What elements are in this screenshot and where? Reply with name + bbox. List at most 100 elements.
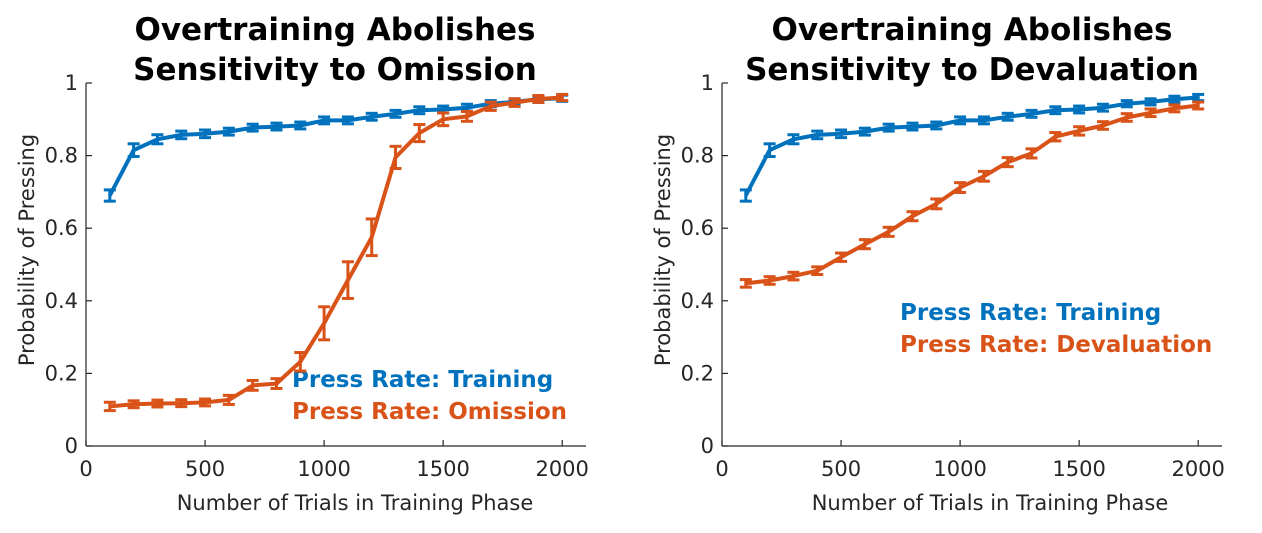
error-bar xyxy=(270,377,283,390)
error-bar xyxy=(365,217,378,258)
error-bar xyxy=(318,305,331,342)
error-bar xyxy=(1168,94,1181,104)
error-bar xyxy=(413,123,426,144)
error-bar xyxy=(835,128,848,140)
error-bar xyxy=(1001,156,1014,169)
y-tick-label: 0 xyxy=(701,434,714,458)
error-bar xyxy=(199,397,212,408)
error-bar xyxy=(954,181,967,194)
error-bar xyxy=(835,251,848,263)
error-bar xyxy=(222,393,235,406)
error-bar xyxy=(103,400,116,413)
error-bar xyxy=(127,399,140,410)
error-bar xyxy=(739,188,752,203)
y-tick-label: 0.4 xyxy=(681,289,714,313)
x-tick-label: 1500 xyxy=(1052,457,1105,481)
error-bar xyxy=(954,115,967,126)
y-tick-label: 0.4 xyxy=(45,289,78,313)
x-tick-label: 1000 xyxy=(297,457,350,481)
series-test xyxy=(103,92,569,413)
legend-entry: Press Rate: Omission xyxy=(292,399,567,425)
error-bar xyxy=(906,210,919,223)
y-tick-label: 1 xyxy=(701,71,714,95)
error-bar xyxy=(294,120,307,131)
legend-entry: Press Rate: Training xyxy=(900,300,1161,326)
error-bar xyxy=(1001,111,1014,122)
error-bar xyxy=(508,97,521,108)
error-bar xyxy=(246,378,259,392)
error-bar xyxy=(1049,105,1062,116)
error-bar xyxy=(294,351,307,373)
error-bar xyxy=(763,275,776,286)
error-bar xyxy=(222,126,235,137)
y-axis-label: Probability of Pressing xyxy=(651,134,675,366)
x-tick-label: 500 xyxy=(821,457,861,481)
x-tick-label: 0 xyxy=(715,457,728,481)
y-tick-label: 0 xyxy=(65,434,78,458)
chart-title-line1: Overtraining Abolishes xyxy=(771,12,1172,48)
error-bar xyxy=(811,265,824,276)
y-tick-label: 1 xyxy=(65,71,78,95)
error-bar xyxy=(437,111,450,128)
x-tick-label: 2000 xyxy=(535,457,588,481)
error-bar xyxy=(1025,108,1038,119)
error-bar xyxy=(882,225,895,238)
error-bar xyxy=(811,129,824,141)
error-bar xyxy=(1025,147,1038,160)
error-bar xyxy=(103,188,116,203)
series-line xyxy=(109,95,563,409)
x-tick-label: 500 xyxy=(185,457,225,481)
series-test xyxy=(739,100,1205,289)
error-bar xyxy=(341,115,354,126)
x-tick-label: 0 xyxy=(79,457,92,481)
error-bar xyxy=(1144,107,1157,119)
error-bar xyxy=(1073,104,1086,115)
x-tick-label: 2000 xyxy=(1171,457,1224,481)
panel-devaluation: Overtraining Abolishes Sensitivity to De… xyxy=(651,12,1225,515)
y-tick-label: 0.6 xyxy=(45,216,78,240)
chart-title-line2: Sensitivity to Devaluation xyxy=(745,52,1199,88)
series-line xyxy=(744,95,1199,197)
error-bar xyxy=(199,128,212,140)
error-bar xyxy=(1168,103,1181,114)
x-axis-label: Number of Trials in Training Phase xyxy=(177,491,534,515)
error-bar xyxy=(930,197,943,211)
error-bar xyxy=(413,105,426,116)
error-bar xyxy=(906,121,919,132)
y-tick-label: 0.8 xyxy=(681,144,714,168)
legend-entry: Press Rate: Training xyxy=(292,367,553,393)
error-bar xyxy=(389,144,402,170)
error-bar xyxy=(1049,131,1062,143)
error-bar xyxy=(977,169,990,183)
error-bar xyxy=(1073,125,1086,137)
error-bar xyxy=(1144,97,1157,107)
error-bar xyxy=(858,126,871,137)
x-tick-label: 1000 xyxy=(933,457,986,481)
y-axis-label: Probability of Pressing xyxy=(15,134,39,366)
error-bar xyxy=(175,398,188,409)
error-bar xyxy=(270,121,283,132)
error-bar xyxy=(484,100,497,112)
error-bar xyxy=(460,109,473,123)
series-training xyxy=(103,93,569,203)
series-training xyxy=(739,92,1205,203)
error-bar xyxy=(532,94,545,104)
y-tick-label: 0.2 xyxy=(681,361,714,385)
error-bar xyxy=(787,133,800,146)
error-bar xyxy=(175,129,188,141)
legend-entry: Press Rate: Devaluation xyxy=(900,332,1212,358)
error-bar xyxy=(1120,112,1133,123)
series-line xyxy=(108,96,563,197)
chart-title-line1: Overtraining Abolishes xyxy=(134,12,535,48)
error-bar xyxy=(882,122,895,133)
series-line xyxy=(745,103,1199,286)
error-bar xyxy=(389,108,402,119)
plot-area-omission: 0 0.2 0.4 0.6 0.8 1 0 500 1000 1500 2000 Press Rate… xyxy=(45,71,589,481)
plot-area-devaluation: 0 0.2 0.4 0.6 0.8 1 0 500 1000 1500 2000 Press Rate… xyxy=(681,71,1225,481)
error-bar xyxy=(556,92,569,103)
error-bar xyxy=(1096,120,1109,131)
error-bar xyxy=(977,115,990,126)
error-bar xyxy=(787,270,800,282)
error-bar xyxy=(318,115,331,126)
